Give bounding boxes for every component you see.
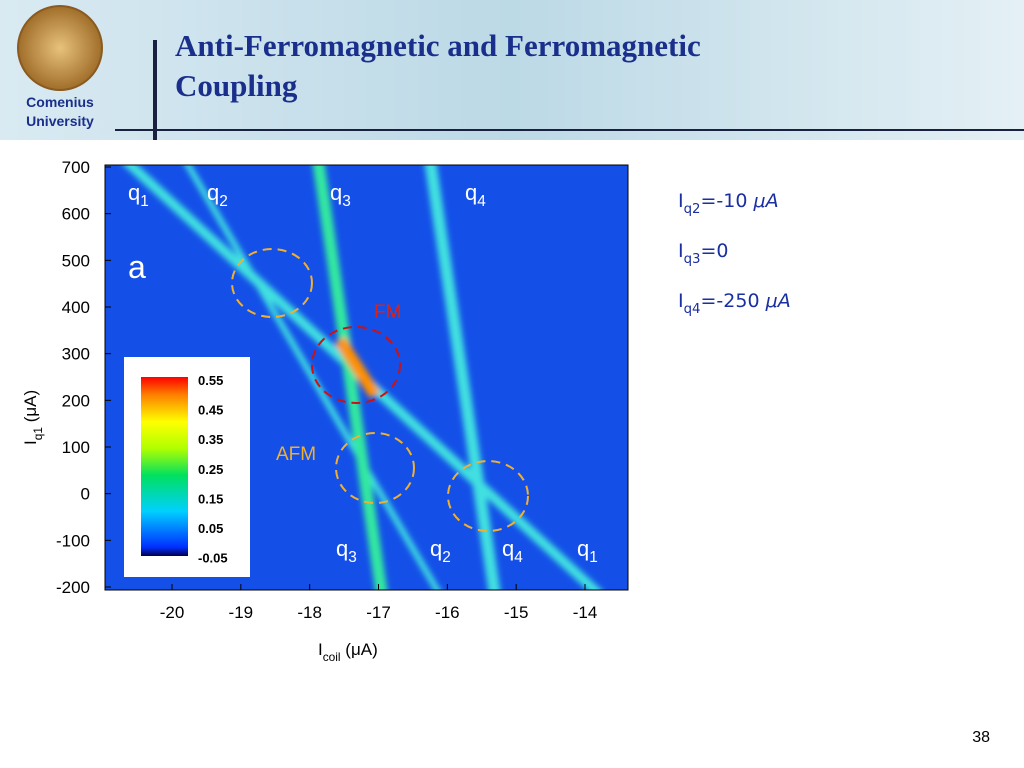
parameter-sub: q4 xyxy=(684,302,701,317)
afm-label: AFM xyxy=(276,444,316,465)
parameter-rest: =0 xyxy=(701,240,729,262)
curve-label: q2 xyxy=(207,180,228,210)
curve-label-main: q xyxy=(577,536,589,561)
colorbar-tick: 0.55 xyxy=(198,373,223,388)
afm-circle xyxy=(231,248,313,318)
curve-label-sub: 2 xyxy=(442,549,451,566)
y-tick-label: 0 xyxy=(81,485,90,504)
parameter: Iq4=-250 μA xyxy=(678,290,791,317)
x-tick-label: -14 xyxy=(573,603,598,622)
y-tick-label: 200 xyxy=(62,391,90,410)
slide-title: Anti-Ferromagnetic and Ferromagnetic Coup… xyxy=(175,28,701,103)
curve-label-main: q xyxy=(430,536,442,561)
x-axis-label: Icoil (μA) xyxy=(318,640,378,664)
colorbar-tick: -0.05 xyxy=(198,551,228,566)
parameter-rest: μA xyxy=(765,290,791,312)
curve-label-sub: 4 xyxy=(514,549,523,566)
curve-label-main: q xyxy=(336,536,348,561)
parameter: Iq2=-10 μA xyxy=(678,190,779,217)
curve-label-sub: 4 xyxy=(477,193,486,210)
curve-label: q4 xyxy=(502,536,523,566)
curve-label-main: q xyxy=(128,180,140,205)
x-tick-label: -20 xyxy=(160,603,185,622)
afm-circle xyxy=(447,460,529,532)
curve-label-sub: 1 xyxy=(140,193,149,210)
x-tick-label: -15 xyxy=(504,603,529,622)
colorbar-tick: 0.15 xyxy=(198,491,223,506)
logo-text: Comenius xyxy=(26,94,94,110)
fm-circle xyxy=(311,326,401,404)
curve-label-sub: 3 xyxy=(342,193,351,210)
parameter-rest: =-250 xyxy=(701,290,766,312)
curve-label: q1 xyxy=(577,536,598,566)
parameter-sub: q3 xyxy=(684,252,701,267)
colorbar-tick: 0.35 xyxy=(198,432,223,447)
curve-label: q2 xyxy=(430,536,451,566)
logo-coin xyxy=(17,5,103,91)
parameter-sub: q2 xyxy=(684,202,701,217)
x-tick-label: -18 xyxy=(297,603,322,622)
y-axis-label: Iq1 (μA) xyxy=(21,390,45,445)
x-tick-label: -17 xyxy=(366,603,391,622)
panel-label: a xyxy=(128,249,146,285)
logo-text: University xyxy=(26,113,94,129)
x-tick-label: -16 xyxy=(435,603,460,622)
y-tick-label: 300 xyxy=(62,345,90,364)
curve-label-sub: 3 xyxy=(348,549,357,566)
parameter-rest: =-10 xyxy=(701,190,754,212)
y-tick-label: 400 xyxy=(62,298,90,317)
curve-label: q3 xyxy=(336,536,357,566)
y-tick-label: 700 xyxy=(62,158,90,177)
curve-label-main: q xyxy=(207,180,219,205)
y-axis-label-sub: q1 xyxy=(31,427,45,441)
title-line: Anti-Ferromagnetic and Ferromagnetic xyxy=(175,28,701,63)
colorbar-tick: 0.45 xyxy=(198,403,223,418)
curve-label-main: q xyxy=(502,536,514,561)
parameter: Iq3=0 xyxy=(678,240,729,267)
y-axis-label-main: I xyxy=(21,440,40,445)
parameter-rest: μA xyxy=(753,190,779,212)
y-tick-label: -100 xyxy=(56,531,90,550)
afm-circle xyxy=(335,432,415,504)
x-axis-label-sub: coil xyxy=(323,650,341,664)
curve-label-sub: 1 xyxy=(589,549,598,566)
curve-label-main: q xyxy=(465,180,477,205)
colorbar-tick: 0.25 xyxy=(198,462,223,477)
curve-label-sub: 2 xyxy=(219,193,228,210)
x-axis-label-rest: (μA) xyxy=(341,640,378,659)
colorbar xyxy=(141,377,188,556)
y-tick-label: -200 xyxy=(56,578,90,597)
header-band xyxy=(0,0,1024,140)
title-line: Coupling xyxy=(175,68,298,103)
curve-label: q1 xyxy=(128,180,149,210)
y-axis-label-rest: (μA) xyxy=(21,390,40,427)
plot-frame xyxy=(104,164,629,591)
curve-label: q3 xyxy=(330,180,351,210)
parameter-main: I xyxy=(678,240,684,262)
y-tick-label: 100 xyxy=(62,438,90,457)
parameter-main: I xyxy=(678,290,684,312)
x-tick-label: -19 xyxy=(229,603,254,622)
y-tick-label: 500 xyxy=(62,251,90,270)
curve-label-main: q xyxy=(330,180,342,205)
parameter-main: I xyxy=(678,190,684,212)
fm-label: FM xyxy=(374,302,401,323)
colorbar-tick: 0.05 xyxy=(198,521,223,536)
x-axis-label-main: I xyxy=(318,640,323,659)
curve-label: q4 xyxy=(465,180,486,210)
page-number: 38 xyxy=(972,729,990,746)
y-tick-label: 600 xyxy=(62,205,90,224)
